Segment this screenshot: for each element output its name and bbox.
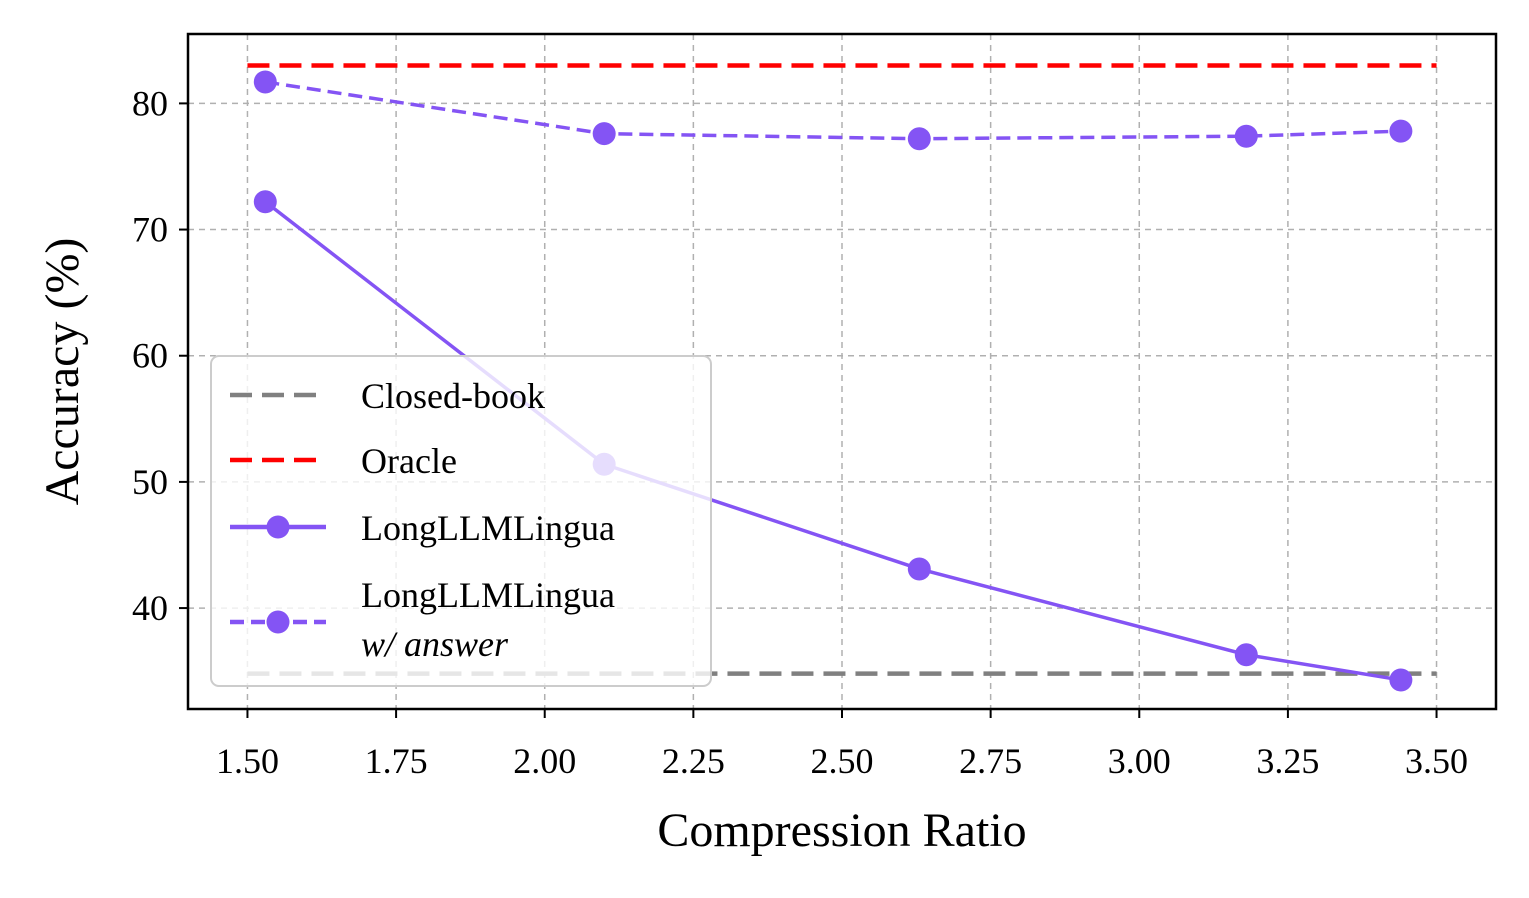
x-tick-label: 2.25 (662, 741, 725, 781)
legend-longllmlingua-answer-sublabel: w/ answer (361, 624, 509, 664)
longllmlingua-point (908, 557, 931, 580)
x-axis-title: Compression Ratio (657, 804, 1026, 857)
y-tick-label: 50 (132, 462, 168, 502)
legend-closed-book-label: Closed-book (361, 376, 545, 416)
longllmlingua-answer-point (593, 122, 616, 145)
y-axis-title: Accuracy (%) (36, 238, 89, 506)
x-tick-label: 2.75 (959, 741, 1022, 781)
x-tick-label: 2.00 (513, 741, 576, 781)
legend-longllmlingua-label: LongLLMLingua (361, 508, 615, 548)
legend-oracle-label: Oracle (361, 441, 457, 481)
x-tick-label: 2.50 (811, 741, 874, 781)
legend-longllmlingua-marker (267, 516, 290, 539)
longllmlingua-point (254, 190, 277, 213)
x-tick-label: 3.00 (1108, 741, 1171, 781)
legend-longllmlingua-answer-marker (267, 611, 290, 634)
longllmlingua-point (1235, 643, 1258, 666)
longllmlingua-answer-point (1235, 125, 1258, 148)
legend: Closed-book Oracle LongLLMLingua LongLLM… (211, 356, 711, 686)
longllmlingua-answer-point (254, 70, 277, 93)
y-tick-label: 80 (132, 83, 168, 123)
longllmlingua-point (1389, 668, 1412, 691)
y-tick-label: 70 (132, 210, 168, 250)
y-tick-label: 60 (132, 336, 168, 376)
longllmlingua-answer-point (908, 127, 931, 150)
x-tick-label: 1.50 (216, 741, 279, 781)
x-tick-label: 1.75 (365, 741, 428, 781)
x-tick-label: 3.25 (1256, 741, 1319, 781)
y-tick-label: 40 (132, 588, 168, 628)
longllmlingua-answer-point (1389, 120, 1412, 143)
x-tick-label: 3.50 (1405, 741, 1468, 781)
legend-longllmlingua-answer-label: LongLLMLingua (361, 575, 615, 615)
